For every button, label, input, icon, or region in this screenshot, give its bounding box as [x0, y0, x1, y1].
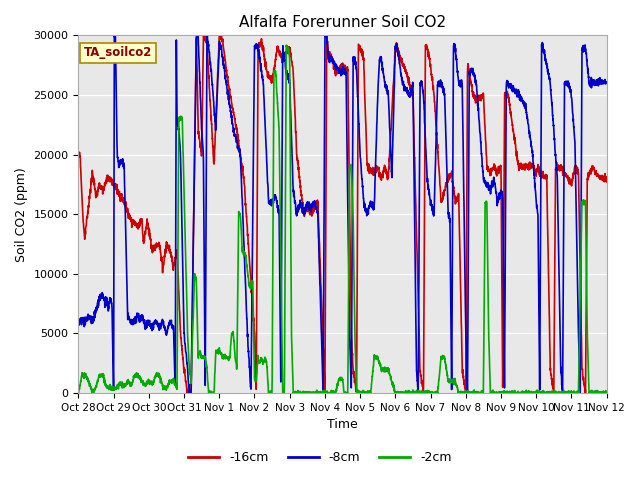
-8cm	[536, 387, 543, 393]
-16cm	[166, 247, 174, 252]
-8cm	[593, 82, 600, 87]
Text: TA_soilco2: TA_soilco2	[84, 46, 152, 59]
-8cm	[300, 210, 308, 216]
Line: -16cm: -16cm	[79, 36, 607, 393]
-8cm	[135, 316, 143, 322]
-16cm	[184, 390, 192, 396]
-8cm	[111, 33, 118, 38]
Title: Alfalfa Forerunner Soil CO2: Alfalfa Forerunner Soil CO2	[239, 15, 446, 30]
-2cm	[603, 390, 611, 396]
-16cm	[300, 212, 308, 217]
-16cm	[603, 177, 611, 182]
-16cm	[278, 55, 285, 61]
Y-axis label: Soil CO2 (ppm): Soil CO2 (ppm)	[15, 167, 28, 262]
-2cm	[282, 42, 290, 48]
-2cm	[135, 373, 143, 379]
-8cm	[75, 319, 83, 325]
Legend: -16cm, -8cm, -2cm: -16cm, -8cm, -2cm	[183, 446, 457, 469]
-16cm	[593, 171, 600, 177]
Line: -8cm: -8cm	[79, 36, 607, 393]
-2cm	[75, 390, 83, 396]
-8cm	[603, 80, 611, 86]
-2cm	[300, 389, 308, 395]
-8cm	[166, 318, 174, 324]
-8cm	[278, 304, 285, 310]
-16cm	[75, 152, 83, 157]
-16cm	[200, 33, 207, 38]
-8cm	[186, 390, 193, 396]
Line: -2cm: -2cm	[79, 45, 607, 393]
-2cm	[593, 390, 600, 396]
-16cm	[135, 220, 143, 226]
X-axis label: Time: Time	[327, 419, 358, 432]
-2cm	[277, 264, 285, 269]
-2cm	[536, 390, 543, 396]
-16cm	[536, 167, 543, 172]
-2cm	[166, 378, 174, 384]
